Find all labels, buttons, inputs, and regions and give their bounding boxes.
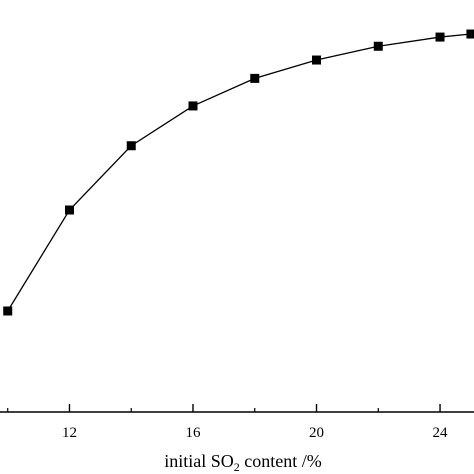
x-axis xyxy=(0,404,474,413)
x-tick-label-12: 12 xyxy=(62,425,77,441)
series-line xyxy=(7,33,471,312)
data-point xyxy=(435,32,445,42)
data-point xyxy=(64,205,74,215)
x-axis-title-subscript: 2 xyxy=(234,460,240,474)
data-point xyxy=(466,29,474,39)
x-tick-label-16: 16 xyxy=(185,425,201,441)
data-point xyxy=(188,101,198,111)
x-tick-label-24: 24 xyxy=(433,425,449,441)
x-axis-title-rest: content /% xyxy=(240,451,322,471)
data-point xyxy=(3,306,13,316)
x-axis-title: initial SO2 content /% xyxy=(164,451,322,474)
data-point xyxy=(250,73,260,83)
x-tick-label-20: 20 xyxy=(309,425,324,441)
x-tick-labels: 12 16 20 24 xyxy=(62,425,448,441)
data-point xyxy=(312,55,322,65)
x-axis-title-main: initial SO xyxy=(164,451,234,471)
data-point xyxy=(373,41,383,51)
data-point xyxy=(126,141,136,151)
data-series xyxy=(3,29,474,316)
